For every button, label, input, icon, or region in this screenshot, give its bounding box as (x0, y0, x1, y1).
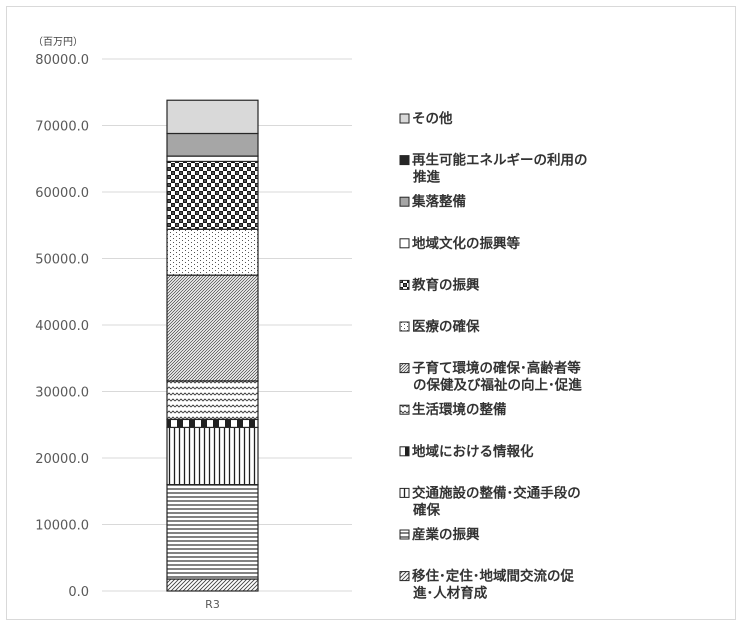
y-tick-label: 70000.0 (35, 120, 89, 135)
bar-segment-9 (166, 132, 259, 157)
bar-segment-8 (166, 155, 259, 163)
legend-label: 医療の確保 (412, 318, 480, 335)
legend-label: 確保 (413, 501, 440, 518)
bar-segment-2 (166, 426, 259, 486)
bar-segment-0 (166, 578, 259, 592)
legend-swatch (399, 487, 410, 498)
bar-segment-6 (166, 228, 259, 276)
legend-swatch (399, 404, 410, 415)
y-tick-label: 20000.0 (35, 452, 89, 467)
legend-label: 産業の振興 (412, 526, 480, 543)
legend-swatch (399, 113, 410, 124)
legend-label: 地域文化の振興等 (412, 235, 520, 252)
bar-segment-5 (166, 274, 259, 382)
legend-swatch (399, 571, 410, 582)
legend-swatch (399, 529, 410, 540)
y-tick-label: 30000.0 (35, 386, 89, 401)
legend-swatch (399, 446, 410, 457)
legend-label: 集落整備 (411, 193, 466, 210)
legend-label: の保健及び福祉の向上･促進 (413, 377, 582, 394)
stacked-bar-chart: （百万円） 0.0 10000.0 20000.0 30000.0 40000.0 5000… (33, 36, 588, 611)
bar-segment-3 (166, 418, 259, 429)
legend-label: 推進 (413, 169, 440, 186)
y-axis-unit-label: （百万円） (33, 36, 83, 48)
legend-swatch (399, 363, 410, 374)
y-tick-label: 0.0 (68, 585, 89, 600)
legend-label: 移住･定住･地域間交流の促 (412, 568, 574, 585)
bar-segment-4 (166, 380, 259, 421)
bar-segment-1 (166, 484, 259, 580)
y-tick-label: 80000.0 (35, 53, 89, 68)
legend-label: 進･人材育成 (413, 585, 488, 602)
legend-label: 子育て環境の確保･高齢者等 (412, 360, 581, 377)
legend-label: 再生可能エネルギーの利用の (412, 152, 588, 169)
legend-label: 教育の振興 (412, 276, 480, 293)
legend-swatch (399, 155, 410, 166)
legend-swatch (399, 279, 410, 290)
y-tick-label: 10000.0 (35, 519, 89, 534)
legend-label: 生活環境の整備 (412, 401, 507, 418)
y-tick-label: 50000.0 (35, 253, 89, 268)
legend-label: 地域における情報化 (412, 443, 534, 460)
bar-segment-7 (166, 160, 259, 230)
chart-frame: （百万円） 0.0 10000.0 20000.0 30000.0 40000.0 5000… (6, 6, 736, 620)
bar-segment-11 (166, 99, 259, 135)
legend-swatch (399, 196, 410, 207)
x-category-label: R3 (205, 598, 220, 611)
y-tick-label: 40000.0 (35, 319, 89, 334)
legend-swatch (399, 321, 410, 332)
legend-label: その他 (412, 110, 453, 127)
y-tick-label: 60000.0 (35, 186, 89, 201)
legend-label: 交通施設の整備･交通手段の (412, 484, 581, 501)
legend-swatch (399, 238, 410, 249)
